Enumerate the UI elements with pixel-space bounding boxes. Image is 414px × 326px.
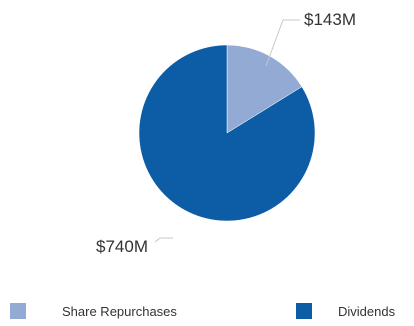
pie-slice-dividends: [138, 44, 316, 222]
legend-label-share-repurchases: Share Repurchases: [62, 303, 177, 319]
legend-label-dividends: Dividends: [338, 303, 396, 319]
legend-swatch-dividends: [296, 303, 312, 319]
pie-chart: $143M $740M: [96, 10, 356, 256]
data-label-share-repurchases: $143M: [304, 10, 356, 29]
callout-line-share-repurchases: [265, 19, 300, 67]
callout-line-dividends: [154, 237, 173, 243]
legend-item-share-repurchases: Share Repurchases: [10, 300, 177, 322]
legend-swatch-share-repurchases: [10, 303, 26, 319]
legend-item-dividends: Dividends: [296, 300, 395, 322]
data-label-dividends: $740M: [96, 237, 148, 256]
